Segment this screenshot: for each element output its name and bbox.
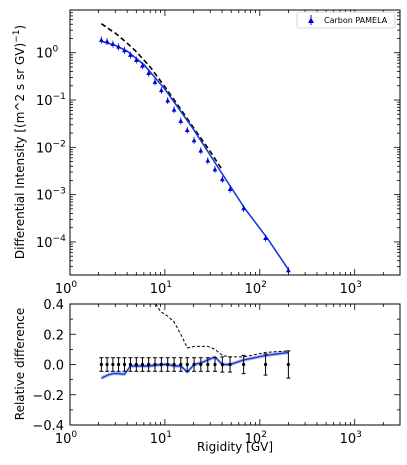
bottom-y-tick-label: −0.4: [32, 419, 64, 434]
bottom-panel: 100 101 102 103 0.4 0.2 0.0 −0.2 −0.4 Relative …: [13, 298, 401, 454]
data-point: [198, 148, 204, 153]
residual-point: [147, 362, 151, 367]
residual-point: [128, 362, 133, 367]
data-point: [205, 158, 211, 163]
data-point: [98, 37, 104, 42]
top-x-tick-label: 102: [245, 280, 267, 297]
bottom-x-tick-label: 101: [150, 430, 172, 447]
residual-point: [99, 362, 103, 367]
top-y-tick-label: 100: [36, 45, 59, 62]
top-series: [98, 23, 291, 274]
top-x-tick-labels: 100 101 102 103: [55, 280, 362, 297]
data-point: [110, 41, 116, 46]
data-point: [165, 98, 171, 103]
data-point: [140, 63, 145, 68]
data-point: [241, 205, 247, 211]
residual-point: [206, 362, 210, 367]
top-tick-marks: [69, 9, 401, 276]
residual-point: [213, 362, 217, 367]
data-point: [146, 70, 152, 75]
residual-point: [185, 362, 189, 367]
bottom-x-tick-label: 103: [340, 430, 362, 447]
residual-point: [242, 362, 246, 367]
top-dashed-model-line: [100, 23, 223, 170]
residual-point: [192, 362, 196, 367]
data-point: [191, 137, 197, 143]
residual-point: [179, 362, 183, 367]
data-point: [171, 107, 177, 112]
data-point: [212, 166, 218, 172]
legend: Carbon PAMELA: [296, 11, 396, 29]
top-y-tick-label: 10−1: [36, 92, 66, 109]
residual-point: [134, 362, 138, 367]
legend-label: Carbon PAMELA: [324, 16, 388, 25]
bottom-x-tick-label: 102: [245, 430, 267, 447]
data-point: [104, 38, 110, 44]
top-y-axis-label: Differential Intensity [(m^2 s sr GV)−1): [12, 25, 27, 259]
bottom-x-tick-labels: 100 101 102 103: [55, 430, 362, 447]
residual-point: [172, 362, 176, 367]
top-model-line: [101, 40, 290, 271]
bottom-y-tick-label: −0.2: [32, 389, 64, 404]
data-point: [184, 127, 190, 133]
data-point: [285, 267, 291, 273]
top-plot-frame: [69, 9, 401, 276]
data-point: [219, 176, 225, 182]
bottom-x-tick-label: 100: [55, 430, 78, 447]
data-point: [116, 44, 121, 49]
residual-point: [199, 362, 203, 367]
data-point: [158, 87, 164, 93]
top-panel: 100 101 102 103 100 10−1 10−2 10−3 10−4 Differe…: [12, 9, 401, 297]
top-y-tick-label: 10−2: [36, 139, 66, 156]
residual-point: [286, 362, 290, 367]
residual-point: [105, 362, 109, 367]
top-x-tick-label: 100: [55, 280, 78, 297]
top-x-tick-label: 101: [150, 280, 172, 297]
residual-point: [228, 362, 232, 367]
bottom-y-axis-label: Relative difference: [13, 308, 27, 420]
top-y-tick-label: 10−4: [36, 234, 66, 251]
residual-point: [140, 362, 145, 367]
data-point: [227, 186, 233, 192]
bottom-y-tick-label: 0.4: [43, 298, 64, 313]
residual-point: [122, 362, 127, 367]
bottom-tick-marks: [69, 303, 401, 426]
top-y-tick-label: 10−3: [36, 187, 66, 204]
data-point: [133, 57, 139, 62]
bottom-dashed-line: [155, 303, 289, 358]
residual-point: [159, 362, 163, 367]
data-point: [152, 79, 158, 84]
residual-point: [263, 362, 268, 367]
residual-point: [116, 362, 121, 367]
data-point: [128, 52, 133, 57]
top-x-tick-label: 103: [340, 280, 362, 297]
bottom-series: [99, 303, 291, 380]
legend-box: [296, 11, 396, 29]
legend-marker: [308, 17, 314, 23]
residual-point: [220, 362, 224, 367]
data-point: [122, 47, 127, 53]
residual-point: [111, 362, 115, 367]
bottom-y-tick-labels: 0.4 0.2 0.0 −0.2 −0.4: [32, 298, 64, 434]
residual-point: [166, 362, 170, 367]
bottom-y-tick-label: 0.2: [43, 328, 64, 343]
bottom-x-axis-label: Rigidity [GV]: [197, 440, 273, 454]
data-point: [263, 235, 268, 240]
data-point: [178, 118, 184, 123]
bottom-y-tick-label: 0.0: [43, 359, 64, 374]
residual-point: [153, 362, 157, 367]
top-y-tick-labels: 100 10−1 10−2 10−3 10−4: [36, 45, 66, 251]
